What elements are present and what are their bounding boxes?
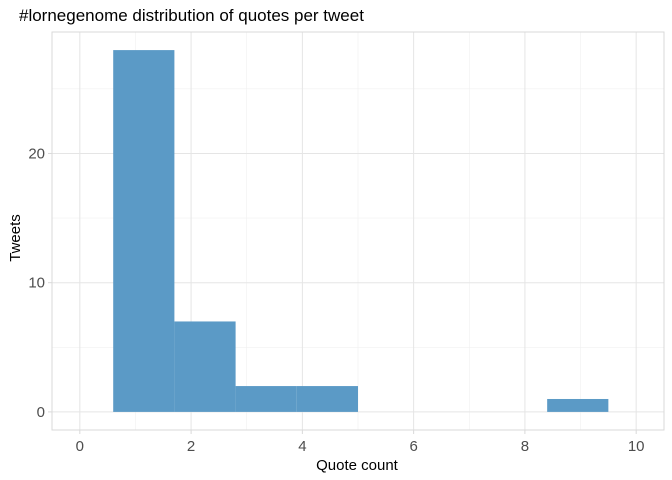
chart-title: #lornegenome distribution of quotes per … bbox=[19, 6, 364, 25]
x-tick-label: 6 bbox=[409, 438, 417, 455]
x-tick-label: 0 bbox=[76, 438, 84, 455]
x-axis-title: Quote count bbox=[316, 457, 399, 474]
plot-panel bbox=[51, 31, 665, 431]
y-axis-title: Tweets bbox=[7, 214, 24, 262]
y-axis: 0 10 20 bbox=[28, 145, 52, 421]
histogram-bar bbox=[113, 50, 175, 412]
histogram-bar bbox=[174, 321, 236, 412]
x-tick-label: 8 bbox=[521, 438, 529, 455]
x-axis: 0 2 4 6 8 10 bbox=[76, 430, 645, 455]
x-tick-label: 10 bbox=[628, 438, 645, 455]
bars bbox=[113, 50, 609, 412]
histogram-bar bbox=[296, 386, 358, 412]
x-tick-label: 4 bbox=[298, 438, 306, 455]
histogram-bar bbox=[547, 398, 609, 412]
y-tick-label: 20 bbox=[28, 145, 45, 162]
y-tick-label: 10 bbox=[28, 275, 45, 292]
x-tick-label: 2 bbox=[187, 438, 195, 455]
y-tick-label: 0 bbox=[37, 404, 45, 421]
histogram-bar bbox=[235, 386, 297, 412]
